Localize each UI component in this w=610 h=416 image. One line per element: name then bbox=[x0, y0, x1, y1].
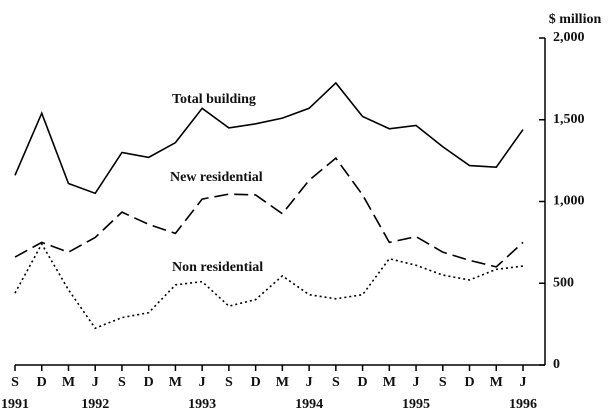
x-tick-label: M bbox=[62, 375, 75, 390]
x-year-label: 1992 bbox=[81, 397, 109, 412]
x-year-label: 1995 bbox=[402, 397, 430, 412]
series-line bbox=[14, 242, 524, 330]
x-tick-label: M bbox=[383, 375, 396, 390]
x-tick-label: M bbox=[169, 375, 182, 390]
x-tick-label: M bbox=[490, 375, 503, 390]
x-tick-label: D bbox=[464, 375, 474, 390]
x-year-label: 1994 bbox=[295, 397, 323, 412]
x-tick-label: J bbox=[413, 375, 420, 390]
x-year-label: 1996 bbox=[509, 397, 537, 412]
y-tick-label: 1,500 bbox=[553, 112, 585, 127]
x-tick-label: D bbox=[358, 375, 368, 390]
y-tick-label: 2,000 bbox=[553, 30, 585, 45]
x-tick-label: S bbox=[332, 375, 340, 390]
series-label: Non residential bbox=[172, 260, 263, 275]
x-tick-label: J bbox=[199, 375, 206, 390]
series-label: Total building bbox=[172, 92, 256, 107]
x-tick-label: S bbox=[439, 375, 447, 390]
series-line bbox=[14, 81, 524, 195]
x-tick-label: D bbox=[37, 375, 47, 390]
x-tick-label: D bbox=[251, 375, 261, 390]
y-unit: $ million bbox=[549, 12, 602, 27]
x-tick-label: J bbox=[520, 375, 527, 390]
x-tick-label: M bbox=[276, 375, 289, 390]
x-tick-label: S bbox=[11, 375, 19, 390]
x-year-label: 1991 bbox=[1, 397, 29, 412]
x-tick-label: J bbox=[306, 375, 313, 390]
x-tick-label: S bbox=[225, 375, 233, 390]
x-tick-label: J bbox=[92, 375, 99, 390]
x-tick-label: S bbox=[118, 375, 126, 390]
y-tick-label: 1,000 bbox=[553, 194, 585, 209]
y-tick-label: 0 bbox=[553, 357, 560, 372]
x-tick-label: D bbox=[144, 375, 154, 390]
series-line bbox=[14, 157, 524, 268]
x-year-label: 1993 bbox=[188, 397, 216, 412]
series-label: New residential bbox=[170, 170, 263, 185]
y-tick-label: 500 bbox=[553, 275, 574, 290]
